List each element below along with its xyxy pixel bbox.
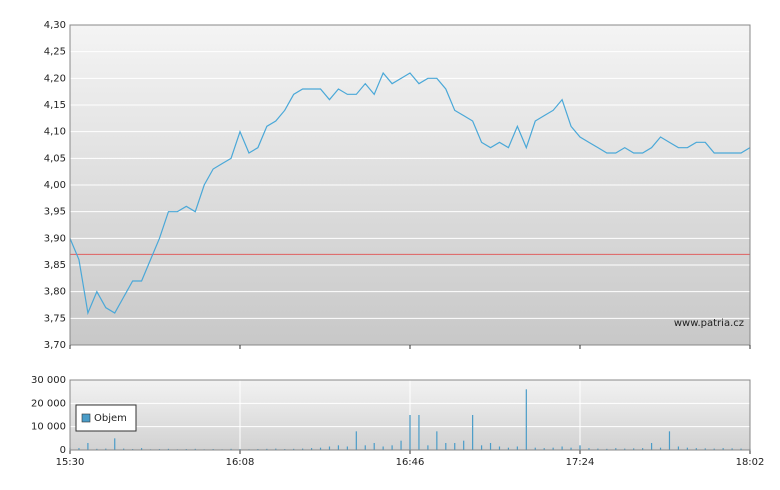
volume-bar: [454, 443, 456, 450]
volume-bar: [704, 448, 706, 450]
x-tick-label: 18:02: [736, 457, 765, 468]
volume-bar: [266, 448, 268, 450]
volume-bar: [731, 448, 733, 450]
volume-bar: [633, 448, 635, 450]
volume-bar: [364, 445, 366, 450]
y-tick-label: 0: [60, 445, 66, 456]
volume-bar: [87, 443, 89, 450]
volume-bar: [534, 447, 536, 450]
y-tick-label: 4,05: [44, 153, 66, 164]
volume-bar: [561, 446, 563, 450]
volume-bar: [695, 448, 697, 450]
volume-bar: [310, 448, 313, 450]
volume-bar: [293, 448, 295, 450]
volume-bar: [409, 415, 411, 450]
y-tick-label: 4,10: [44, 127, 66, 138]
volume-bar: [740, 448, 742, 450]
x-tick-label: 17:24: [566, 457, 595, 468]
volume-bar: [650, 443, 653, 450]
volume-bar: [346, 446, 348, 450]
volume-bar: [230, 448, 232, 450]
y-tick-label: 3,70: [44, 340, 66, 351]
volume-bar: [275, 448, 277, 450]
volume-bar: [543, 448, 545, 450]
volume-bar: [489, 443, 492, 450]
volume-bar: [642, 448, 644, 450]
volume-bar: [480, 445, 483, 450]
y-tick-label: 4,30: [44, 20, 66, 31]
volume-bar: [668, 431, 671, 450]
volume-bar: [373, 443, 375, 450]
y-tick-label: 20 000: [31, 398, 66, 409]
volume-bar: [427, 445, 429, 450]
volume-bar: [436, 431, 438, 450]
volume-bar: [516, 446, 518, 450]
volume-bar: [570, 447, 572, 450]
watermark: www.patria.cz: [674, 318, 744, 329]
volume-bar: [382, 446, 384, 450]
price-line: [69, 71, 751, 316]
volume-bar: [328, 446, 331, 450]
volume-bar: [140, 448, 143, 450]
legend-label: Objem: [94, 413, 127, 424]
volume-bar: [463, 440, 465, 450]
y-tick-label: 3,90: [44, 233, 66, 244]
volume-bar: [659, 447, 662, 450]
y-tick-label: 3,85: [44, 260, 66, 271]
volume-bar: [114, 438, 116, 450]
volume-bar: [167, 448, 170, 450]
volume-bar: [319, 447, 322, 450]
y-tick-label: 10 000: [31, 422, 66, 433]
x-tick-label: 15:30: [56, 457, 85, 468]
y-tick-label: 3,95: [44, 207, 66, 218]
volume-bar: [713, 448, 715, 450]
y-tick-label: 4,25: [44, 47, 66, 58]
volume-bar: [615, 448, 617, 450]
volume-bar: [123, 448, 125, 450]
volume-bar: [105, 448, 107, 450]
y-tick-label: 4,15: [44, 100, 66, 111]
volume-bar: [498, 446, 501, 450]
volume-bar: [686, 447, 688, 450]
volume-bar: [677, 446, 680, 450]
volume-bar: [597, 448, 599, 450]
y-tick-label: 4,20: [44, 73, 66, 84]
volume-bar: [400, 440, 402, 450]
volume-bar: [552, 447, 554, 450]
panel-border: [69, 379, 751, 451]
y-tick-label: 3,80: [44, 287, 66, 298]
volume-bar: [606, 448, 608, 450]
volume-bar: [588, 448, 590, 450]
volume-bar: [624, 448, 626, 450]
volume-bar: [445, 443, 447, 450]
volume-bar: [194, 448, 196, 450]
x-tick-label: 16:46: [396, 457, 425, 468]
volume-bar: [78, 448, 80, 450]
y-tick-label: 30 000: [31, 375, 66, 386]
y-tick-label: 4,00: [44, 180, 66, 191]
volume-bar: [525, 389, 527, 450]
volume-bar: [507, 447, 510, 450]
volume-bar: [337, 445, 340, 450]
volume-bar: [722, 448, 724, 450]
volume-bar: [96, 448, 98, 450]
y-tick-label: 3,75: [44, 313, 66, 324]
x-tick-label: 16:08: [226, 457, 255, 468]
volume-bar: [355, 431, 357, 450]
volume-bar: [418, 415, 420, 450]
volume-bar: [472, 415, 474, 450]
volume-bar: [302, 448, 304, 450]
legend-swatch: [81, 413, 91, 423]
volume-bar: [579, 445, 581, 450]
volume-bar: [391, 445, 393, 450]
